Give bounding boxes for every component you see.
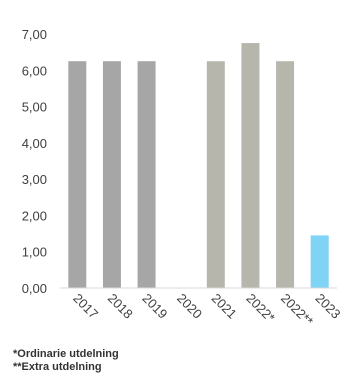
bar-2023 (310, 235, 329, 288)
bar-2022ss (276, 61, 295, 289)
y-tick-label: 1,00 (22, 245, 47, 260)
x-tick-label: 2019 (139, 291, 170, 322)
bar-2017 (68, 61, 87, 289)
x-tick-label: 2022** (278, 291, 316, 329)
bar-2021 (206, 61, 225, 289)
x-tick-label: 2021 (209, 291, 240, 322)
y-tick-label: 3,00 (22, 172, 47, 187)
y-tick-label: 5,00 (22, 100, 47, 115)
y-tick-label: 0,00 (22, 281, 47, 296)
footnote-extra: **Extra utdelning (13, 361, 102, 373)
dividend-chart: 0,00 1,00 2,00 3,00 4,00 5,00 6,00 7,00 2017 201… (22, 27, 344, 329)
footnotes: *Ordinarie utdelning **Extra utdelning (13, 348, 119, 374)
bar-2022s (241, 43, 260, 288)
x-axis: 2017 2018 2019 2020 2021 2022* 2022**2023 (70, 291, 343, 329)
y-axis: 0,00 1,00 2,00 3,00 4,00 5,00 6,00 7,00 (22, 27, 47, 296)
chart-svg: 0,001,002,003,004,005,006,007,00 2017 201… (22, 27, 344, 329)
x-tick-label: 2018 (105, 291, 136, 322)
y-tick-label: 6,00 (22, 63, 47, 78)
y-tick-label: 7,00 (22, 27, 47, 42)
footnote-ordinary: *Ordinarie utdelning (13, 348, 119, 360)
bar-2019 (137, 61, 156, 289)
x-tick-label: 2023 (313, 291, 344, 322)
x-tick-label: 2022* (243, 291, 278, 326)
x-tick-label: 2017 (70, 291, 101, 322)
bars (68, 43, 329, 289)
y-tick-label: 2,00 (22, 208, 47, 223)
x-tick-label: 2020 (174, 291, 205, 322)
y-tick-label: 4,00 (22, 136, 47, 151)
bar-2018 (102, 61, 121, 289)
